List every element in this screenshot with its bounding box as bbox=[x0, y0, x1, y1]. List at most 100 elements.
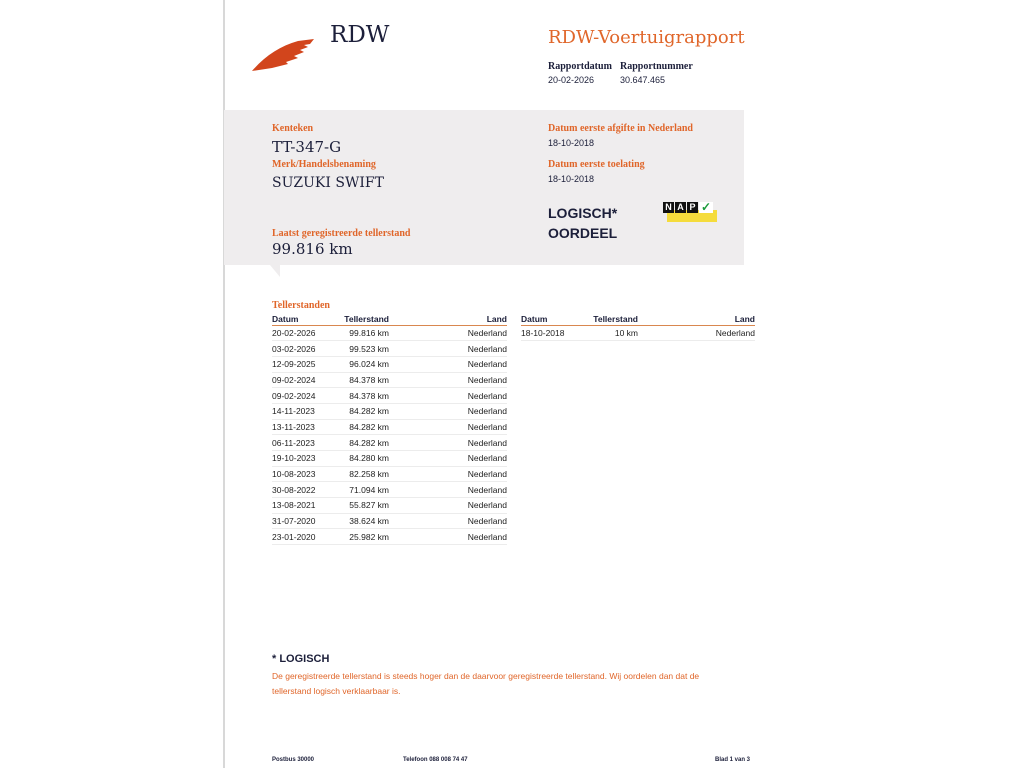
tellerstanden-table-left: Datum Tellerstand Land 20-02-2026 99.816 … bbox=[272, 314, 507, 546]
afgifte-value: 18-10-2018 bbox=[548, 138, 595, 148]
cell-datum: 09-02-2024 bbox=[272, 387, 344, 404]
table-row: 14-11-2023 84.282 km Nederland bbox=[272, 403, 507, 420]
cell-tellerstand: 38.624 km bbox=[344, 513, 389, 530]
rapportnummer-label: Rapportnummer bbox=[620, 61, 693, 72]
table-row: 18-10-2018 10 km Nederland bbox=[521, 325, 755, 342]
cell-tellerstand: 84.280 km bbox=[344, 450, 389, 467]
footer-phone: Telefoon 088 008 74 47 bbox=[403, 757, 468, 763]
afgifte-label: Datum eerste afgifte in Nederland bbox=[548, 123, 693, 134]
cell-tellerstand: 82.258 km bbox=[344, 466, 389, 483]
cell-datum: 06-11-2023 bbox=[272, 434, 344, 451]
cell-land: Nederland bbox=[389, 497, 507, 514]
nap-logo: N A P ✓ bbox=[663, 200, 717, 222]
table-row: 30-08-2022 71.094 km Nederland bbox=[272, 481, 507, 499]
table-row: 23-01-2020 25.982 km Nederland bbox=[272, 528, 507, 546]
table-row: 09-02-2024 84.378 km Nederland bbox=[272, 372, 507, 389]
toelating-label: Datum eerste toelating bbox=[548, 159, 645, 170]
note-text: De geregistreerde tellerstand is steeds … bbox=[272, 671, 700, 696]
cell-land: Nederland bbox=[389, 325, 507, 342]
logo-text: RDW bbox=[330, 22, 390, 48]
panel-notch bbox=[270, 265, 280, 277]
tellerstanden-table-right: Datum Tellerstand Land 18-10-2018 10 km Ne… bbox=[521, 314, 755, 342]
table-row: 09-02-2024 84.378 km Nederland bbox=[272, 387, 507, 404]
cell-tellerstand: 84.282 km bbox=[344, 434, 389, 451]
kenteken-label: Kenteken bbox=[272, 123, 314, 134]
rapportnummer-value: 30.647.465 bbox=[620, 75, 666, 85]
page-edge bbox=[223, 0, 225, 768]
merk-label: Merk/Handelsbenaming bbox=[272, 159, 376, 170]
cell-datum: 20-02-2026 bbox=[272, 325, 344, 342]
cell-datum: 31-07-2020 bbox=[272, 513, 344, 530]
col-tellerstand: Tellerstand bbox=[593, 314, 638, 326]
nap-letter: P bbox=[687, 202, 698, 213]
teller-label: Laatst geregistreerde tellerstand bbox=[272, 228, 411, 239]
cell-tellerstand: 71.094 km bbox=[344, 481, 389, 499]
cell-datum: 13-11-2023 bbox=[272, 419, 344, 436]
table-row: 13-08-2021 55.827 km Nederland bbox=[272, 497, 507, 514]
cell-tellerstand: 55.827 km bbox=[344, 497, 389, 514]
cell-tellerstand: 84.282 km bbox=[344, 403, 389, 420]
footer-page: Blad 1 van 3 bbox=[715, 757, 751, 763]
cell-datum: 03-02-2026 bbox=[272, 340, 344, 357]
cell-land: Nederland bbox=[389, 403, 507, 420]
tellerstanden-title: Tellerstanden bbox=[272, 300, 330, 311]
cell-datum: 12-09-2025 bbox=[272, 356, 344, 373]
report-title: RDW-Voertuigrapport bbox=[548, 27, 745, 48]
cell-datum: 18-10-2018 bbox=[521, 325, 593, 342]
rapportdatum-label: Rapportdatum bbox=[548, 61, 612, 72]
cell-land: Nederland bbox=[389, 450, 507, 467]
nap-letter: A bbox=[675, 202, 686, 213]
note-title: * LOGISCH bbox=[272, 653, 330, 665]
cell-tellerstand: 84.282 km bbox=[344, 419, 389, 436]
cell-land: Nederland bbox=[389, 372, 507, 389]
cell-tellerstand: 10 km bbox=[593, 325, 638, 342]
col-land: Land bbox=[638, 314, 755, 326]
table-row: 31-07-2020 38.624 km Nederland bbox=[272, 513, 507, 530]
cell-datum: 30-08-2022 bbox=[272, 481, 344, 499]
oordeel-line2: OORDEEL bbox=[548, 225, 618, 241]
cell-datum: 09-02-2024 bbox=[272, 372, 344, 389]
cell-datum: 14-11-2023 bbox=[272, 403, 344, 420]
toelating-value: 18-10-2018 bbox=[548, 174, 595, 184]
col-datum: Datum bbox=[521, 314, 593, 326]
table-row: 19-10-2023 84.280 km Nederland bbox=[272, 450, 507, 467]
cell-land: Nederland bbox=[389, 434, 507, 451]
cell-tellerstand: 84.378 km bbox=[344, 372, 389, 389]
col-datum: Datum bbox=[272, 314, 344, 326]
vehicle-summary-panel bbox=[224, 110, 744, 265]
cell-tellerstand: 99.816 km bbox=[344, 325, 389, 342]
cell-tellerstand: 99.523 km bbox=[344, 340, 389, 357]
cell-datum: 23-01-2020 bbox=[272, 528, 344, 546]
cell-land: Nederland bbox=[389, 387, 507, 404]
table-row: 13-11-2023 84.282 km Nederland bbox=[272, 419, 507, 436]
table-row: 03-02-2026 99.523 km Nederland bbox=[272, 340, 507, 357]
teller-value: 99.816 km bbox=[272, 240, 353, 258]
cell-land: Nederland bbox=[389, 419, 507, 436]
checkmark-icon: ✓ bbox=[699, 200, 713, 214]
nap-letter: N bbox=[663, 202, 674, 213]
cell-tellerstand: 84.378 km bbox=[344, 387, 389, 404]
table-row: 20-02-2026 99.816 km Nederland bbox=[272, 325, 507, 342]
cell-land: Nederland bbox=[389, 513, 507, 530]
oordeel-line1: LOGISCH* bbox=[548, 205, 618, 221]
cell-land: Nederland bbox=[389, 481, 507, 499]
rapportdatum-value: 20-02-2026 bbox=[548, 75, 595, 85]
table-row: 10-08-2023 82.258 km Nederland bbox=[272, 466, 507, 483]
cell-tellerstand: 96.024 km bbox=[344, 356, 389, 373]
cell-datum: 10-08-2023 bbox=[272, 466, 344, 483]
kenteken-value: TT-347-G bbox=[272, 138, 342, 156]
cell-datum: 19-10-2023 bbox=[272, 450, 344, 467]
table-row: 12-09-2025 96.024 km Nederland bbox=[272, 356, 507, 373]
rdw-logo-icon bbox=[252, 39, 314, 71]
cell-land: Nederland bbox=[389, 356, 507, 373]
merk-value: SUZUKI SWIFT bbox=[272, 175, 384, 191]
col-land: Land bbox=[389, 314, 507, 326]
cell-tellerstand: 25.982 km bbox=[344, 528, 389, 546]
cell-land: Nederland bbox=[389, 528, 507, 546]
cell-datum: 13-08-2021 bbox=[272, 497, 344, 514]
cell-land: Nederland bbox=[389, 340, 507, 357]
table-row: 06-11-2023 84.282 km Nederland bbox=[272, 434, 507, 451]
cell-land: Nederland bbox=[638, 325, 755, 342]
col-tellerstand: Tellerstand bbox=[344, 314, 389, 326]
footer-address: Postbus 30000 bbox=[272, 757, 315, 763]
